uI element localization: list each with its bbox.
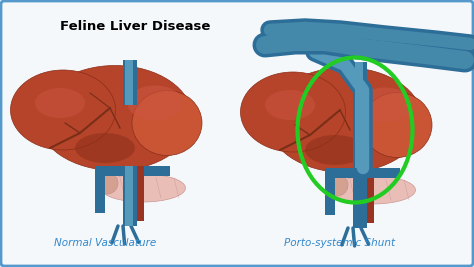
Bar bbox=[353, 62, 367, 168]
Ellipse shape bbox=[35, 88, 85, 118]
Ellipse shape bbox=[330, 176, 416, 204]
Text: Normal Vasculature: Normal Vasculature bbox=[54, 238, 156, 248]
Ellipse shape bbox=[357, 88, 412, 123]
Bar bbox=[95, 173, 105, 213]
Text: Feline Liver Disease: Feline Liver Disease bbox=[60, 20, 210, 33]
Ellipse shape bbox=[132, 91, 202, 155]
Bar bbox=[125, 166, 133, 226]
Ellipse shape bbox=[37, 65, 192, 171]
Bar bbox=[95, 166, 170, 176]
Ellipse shape bbox=[240, 72, 346, 152]
Bar bbox=[137, 166, 144, 221]
Bar bbox=[123, 166, 137, 226]
Ellipse shape bbox=[128, 85, 182, 120]
Ellipse shape bbox=[265, 90, 315, 120]
Bar bbox=[325, 175, 335, 215]
Ellipse shape bbox=[75, 133, 135, 163]
Ellipse shape bbox=[305, 135, 365, 165]
Ellipse shape bbox=[100, 174, 185, 202]
Bar bbox=[367, 168, 374, 223]
Ellipse shape bbox=[362, 92, 432, 158]
Ellipse shape bbox=[96, 172, 118, 194]
Text: Porto-systemic Shunt: Porto-systemic Shunt bbox=[284, 238, 396, 248]
Ellipse shape bbox=[267, 68, 422, 172]
Bar bbox=[355, 62, 363, 168]
Bar bbox=[125, 60, 133, 105]
Bar bbox=[325, 168, 400, 178]
Bar bbox=[353, 168, 367, 228]
Ellipse shape bbox=[326, 174, 348, 196]
Bar bbox=[123, 60, 137, 105]
Ellipse shape bbox=[10, 70, 116, 150]
